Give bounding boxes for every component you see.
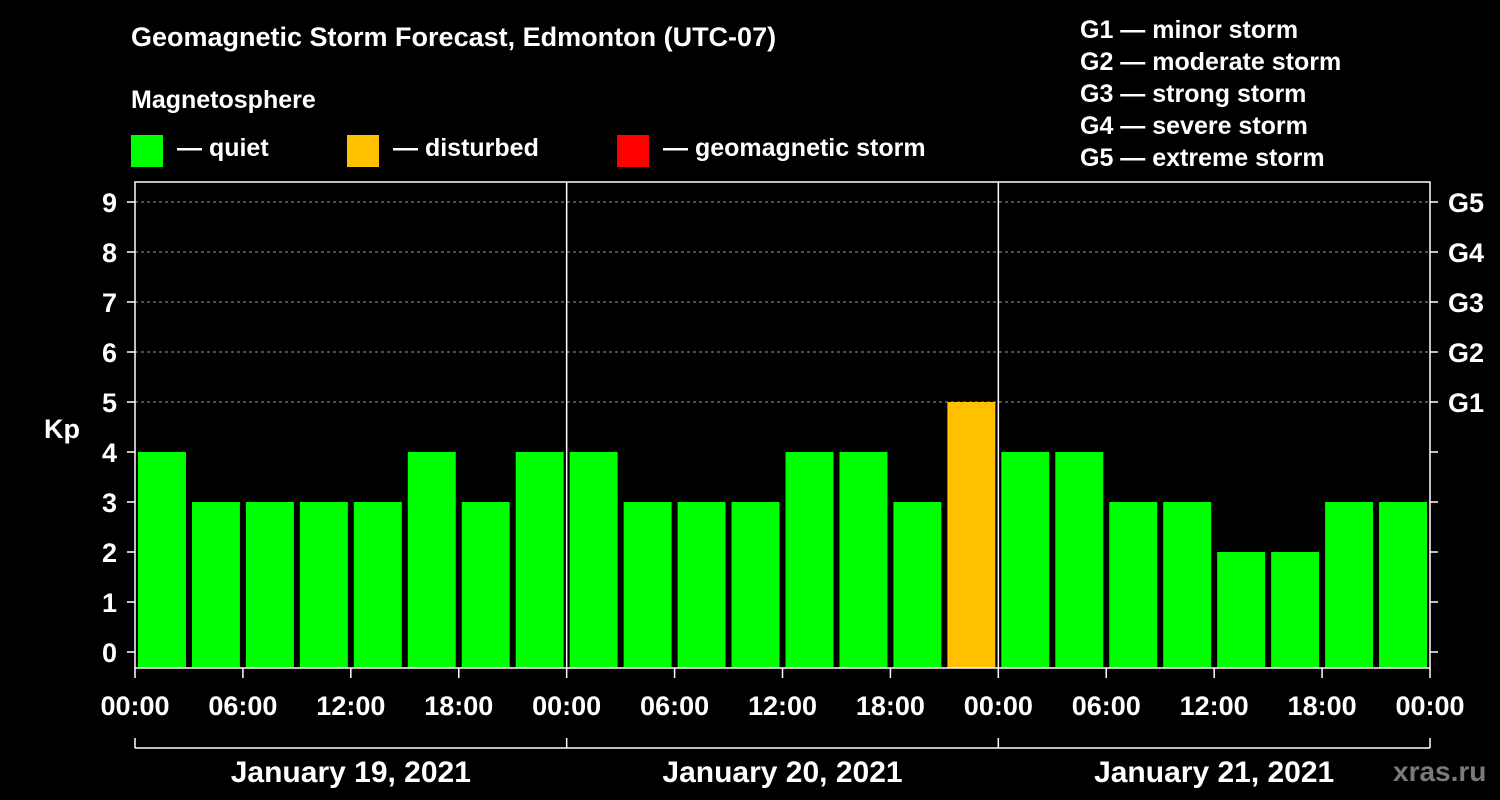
day-label: January 21, 2021 <box>1094 756 1334 789</box>
g-level-label: G2 <box>1448 338 1484 368</box>
g-level-label: G3 <box>1448 288 1484 318</box>
g-level-label: G5 <box>1448 188 1484 218</box>
day-label: January 19, 2021 <box>231 756 471 789</box>
g-scale-g5: G5 — extreme storm <box>1080 144 1325 172</box>
kp-bar <box>677 502 726 668</box>
g-level-label: G4 <box>1448 238 1484 268</box>
kp-bar <box>731 502 780 668</box>
legend-heading: Magnetosphere <box>131 86 316 114</box>
legend-swatch-disturbed <box>347 135 379 167</box>
legend-label-storm: — geomagnetic storm <box>663 134 926 162</box>
kp-bar <box>515 452 564 668</box>
kp-bar <box>1109 502 1158 668</box>
x-tick-label: 00:00 <box>532 691 601 721</box>
kp-bar <box>1379 502 1427 668</box>
kp-bar <box>1163 502 1212 668</box>
kp-bar <box>1325 502 1374 668</box>
x-tick-label: 06:00 <box>208 691 277 721</box>
kp-bar <box>893 502 942 668</box>
kp-bar <box>623 502 672 668</box>
kp-bar <box>461 502 510 668</box>
y-tick-label: 4 <box>102 438 117 468</box>
y-tick-label: 5 <box>102 388 117 418</box>
g-scale-g1: G1 — minor storm <box>1080 16 1299 44</box>
x-tick-label: 12:00 <box>1180 691 1249 721</box>
y-tick-label: 7 <box>102 288 117 318</box>
kp-bar <box>947 402 996 668</box>
y-tick-label: 2 <box>102 538 117 568</box>
y-axis-label: Kp <box>44 414 80 444</box>
kp-bar <box>191 502 240 668</box>
y-tick-label: 6 <box>102 338 117 368</box>
chart-title: Geomagnetic Storm Forecast, Edmonton (UT… <box>131 22 777 52</box>
y-tick-label: 8 <box>102 238 117 268</box>
x-tick-label: 12:00 <box>316 691 385 721</box>
x-tick-label: 00:00 <box>964 691 1033 721</box>
y-tick-label: 1 <box>102 588 117 618</box>
x-tick-label: 18:00 <box>1288 691 1357 721</box>
g-scale-g3: G3 — strong storm <box>1080 80 1307 108</box>
g-scale-g4: G4 — severe storm <box>1080 112 1308 140</box>
kp-bar <box>569 452 618 668</box>
kp-bar <box>353 502 402 668</box>
kp-bar <box>1271 552 1320 668</box>
legend-swatch-quiet <box>131 135 163 167</box>
y-tick-label: 0 <box>102 638 117 668</box>
watermark: xras.ru <box>1393 756 1487 787</box>
legend-label-disturbed: — disturbed <box>393 134 539 162</box>
legend-swatch-storm <box>617 135 649 167</box>
kp-bar <box>1217 552 1266 668</box>
kp-bar <box>1055 452 1104 668</box>
kp-bar <box>1001 452 1050 668</box>
kp-bar <box>299 502 348 668</box>
g-scale-g2: G2 — moderate storm <box>1080 48 1342 76</box>
y-tick-label: 9 <box>102 188 117 218</box>
legend-label-quiet: — quiet <box>177 134 269 162</box>
kp-bar <box>839 452 888 668</box>
x-tick-label: 06:00 <box>1072 691 1141 721</box>
day-label: January 20, 2021 <box>662 756 902 789</box>
x-tick-label: 00:00 <box>100 691 169 721</box>
x-tick-label: 12:00 <box>748 691 817 721</box>
x-tick-label: 06:00 <box>640 691 709 721</box>
kp-bar <box>245 502 294 668</box>
g-scale-legend: G1 — minor storm G2 — moderate storm G3 … <box>1080 14 1341 174</box>
y-tick-label: 3 <box>102 488 117 518</box>
x-tick-label: 18:00 <box>424 691 493 721</box>
kp-bar <box>407 452 456 668</box>
x-tick-label: 18:00 <box>856 691 925 721</box>
x-tick-label: 00:00 <box>1395 691 1464 721</box>
kp-bar <box>785 452 834 668</box>
kp-bar <box>138 452 186 668</box>
g-level-label: G1 <box>1448 388 1484 418</box>
